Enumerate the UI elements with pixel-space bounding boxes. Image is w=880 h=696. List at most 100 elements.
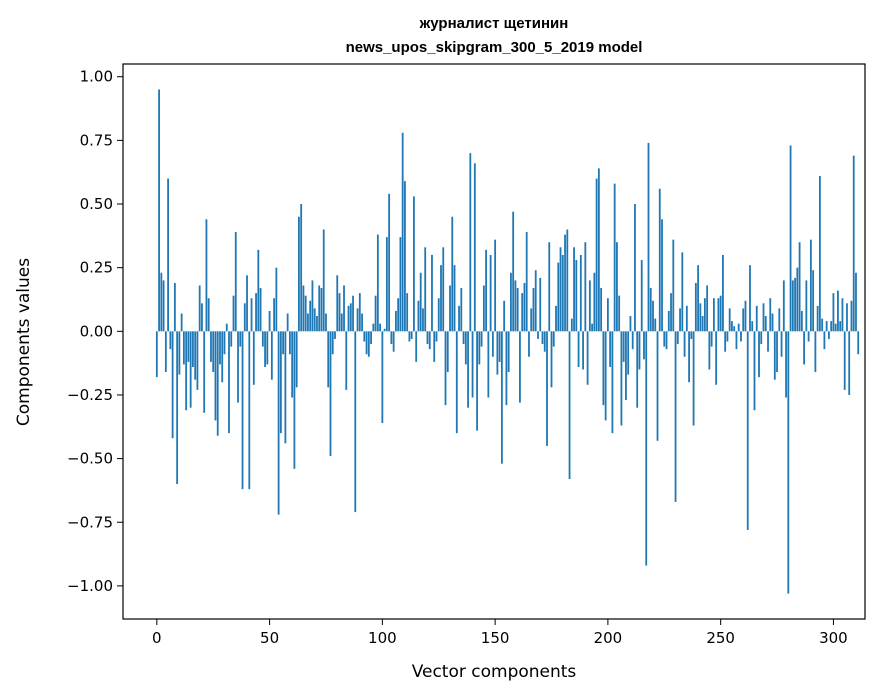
bar <box>638 331 641 370</box>
bar <box>733 326 736 332</box>
bar <box>198 285 201 332</box>
bar <box>356 308 359 332</box>
bar <box>620 331 623 426</box>
bar <box>697 265 699 332</box>
bar <box>672 239 675 332</box>
bar <box>469 153 472 332</box>
bar <box>431 254 433 332</box>
bar <box>516 288 519 332</box>
chart-title-line2: news_upos_skipgram_300_5_2019 model <box>346 39 643 56</box>
y-axis-ticks: 1.00 0.75 0.50 0.25 0.00 −0.25 −0.50 −0.75 −1.00 <box>67 68 123 595</box>
bar <box>318 285 321 332</box>
bar <box>690 331 693 339</box>
bar <box>467 331 469 408</box>
x-tick-label: 0 <box>152 629 162 647</box>
bar <box>331 331 334 355</box>
bar <box>503 300 506 332</box>
bar <box>649 288 652 332</box>
x-tick-label: 300 <box>819 629 848 647</box>
bar <box>735 331 738 350</box>
bar <box>846 303 848 332</box>
bar <box>532 288 535 332</box>
bar <box>654 318 657 332</box>
bar <box>358 293 361 332</box>
bar <box>440 265 442 332</box>
bar <box>361 313 363 332</box>
bar <box>636 331 639 408</box>
bar <box>489 254 492 332</box>
bar <box>656 331 659 441</box>
bar <box>401 132 404 332</box>
bar <box>539 277 542 332</box>
bar <box>848 331 851 395</box>
bar <box>530 308 533 332</box>
bar <box>214 331 217 421</box>
bar <box>661 219 663 332</box>
bar <box>575 260 578 332</box>
bar <box>812 270 815 332</box>
bar <box>171 331 174 439</box>
bar <box>821 318 824 332</box>
bar <box>771 313 774 332</box>
bar <box>404 181 406 332</box>
bar <box>823 331 826 350</box>
bar <box>212 331 215 373</box>
bar <box>417 300 420 332</box>
bar <box>809 239 812 332</box>
bar <box>814 331 817 373</box>
bar <box>365 331 368 355</box>
bar <box>550 331 553 388</box>
bar <box>805 280 808 332</box>
bar <box>419 272 422 332</box>
bar <box>559 247 562 332</box>
bar <box>250 298 253 332</box>
bar <box>311 280 314 332</box>
bar <box>525 232 528 332</box>
bar <box>313 308 316 332</box>
bar <box>570 318 573 332</box>
bar <box>764 316 767 332</box>
bar <box>207 298 210 332</box>
bar <box>573 247 575 332</box>
bar <box>519 331 521 403</box>
bar <box>460 288 463 332</box>
bar <box>196 331 199 390</box>
bar <box>528 331 530 357</box>
chart-title-line1: журналист щетинин <box>419 15 569 32</box>
bar <box>787 331 790 594</box>
bar <box>176 331 179 485</box>
bar <box>453 265 456 332</box>
bar <box>496 331 499 375</box>
bar <box>807 331 810 342</box>
bar <box>552 331 555 347</box>
bar <box>717 298 720 332</box>
bar <box>189 331 192 408</box>
bar <box>568 331 571 479</box>
bar <box>837 290 839 332</box>
bar <box>758 331 760 378</box>
bar <box>712 298 715 332</box>
bar <box>449 285 451 332</box>
bar <box>273 298 275 332</box>
bar <box>510 272 512 332</box>
bar <box>210 331 212 362</box>
bar <box>611 331 614 434</box>
bar <box>500 331 503 464</box>
bar <box>478 331 481 365</box>
bar <box>791 280 794 332</box>
bar <box>512 211 515 332</box>
bar <box>708 331 711 370</box>
y-tick-label: 0.25 <box>80 259 113 277</box>
bar <box>586 331 589 385</box>
bar <box>751 321 754 332</box>
bar <box>507 331 510 373</box>
bar <box>363 331 366 342</box>
bar <box>320 288 323 332</box>
bar <box>606 298 609 332</box>
bar <box>376 234 379 332</box>
bar <box>629 316 632 332</box>
bar <box>367 331 370 357</box>
bar <box>169 331 172 350</box>
bar <box>252 331 255 385</box>
bar <box>162 280 165 332</box>
